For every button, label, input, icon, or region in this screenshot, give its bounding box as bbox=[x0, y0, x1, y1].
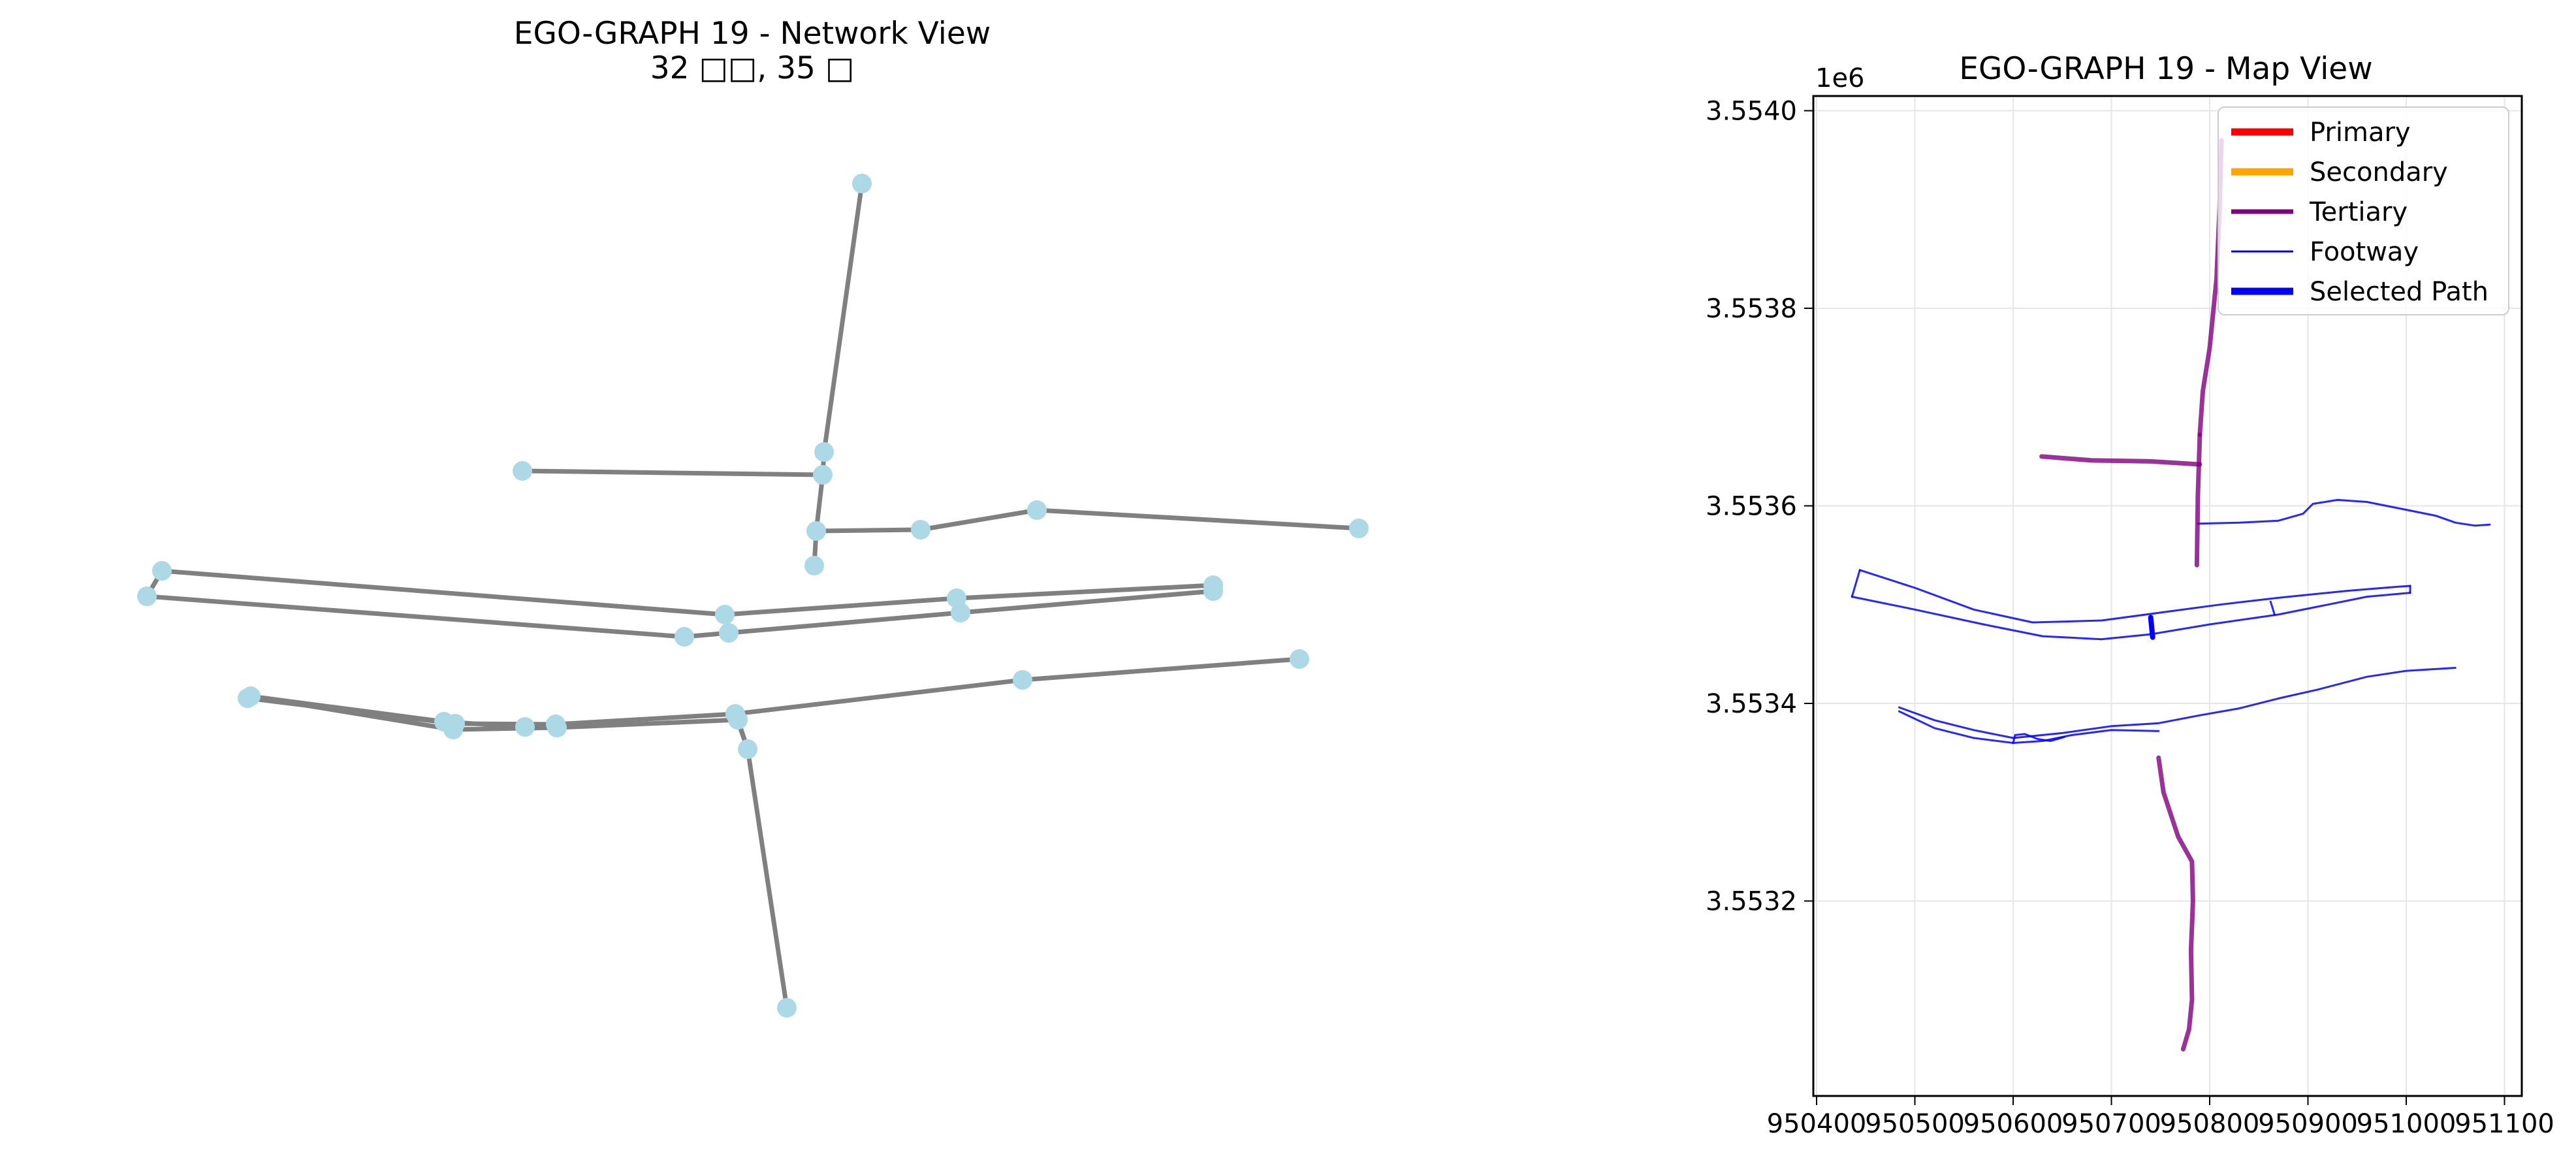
map-lines bbox=[1851, 138, 2491, 1052]
footway-line bbox=[1858, 569, 2411, 624]
x-tick-label: 950600 bbox=[1964, 1109, 2063, 1139]
network-edge bbox=[745, 748, 789, 1008]
legend-label-selected: Selected Path bbox=[2310, 277, 2489, 307]
network-edge bbox=[728, 610, 961, 635]
network-node bbox=[513, 461, 532, 481]
x-tick-label: 950900 bbox=[2258, 1109, 2358, 1139]
legend-label-tertiary: Tertiary bbox=[2309, 197, 2408, 227]
network-edge bbox=[920, 507, 1038, 532]
network-node bbox=[813, 465, 833, 485]
network-edge bbox=[821, 183, 865, 453]
network-node bbox=[1027, 500, 1047, 520]
network-node bbox=[738, 739, 757, 759]
network-panel: EGO-GRAPH 19 - Network View 32 □□, 35 □ bbox=[137, 16, 1369, 1018]
network-node bbox=[238, 688, 257, 708]
tertiary-road bbox=[2156, 755, 2195, 1052]
network-edge bbox=[956, 583, 1214, 601]
network-node bbox=[1013, 670, 1032, 690]
network-node bbox=[1203, 581, 1223, 601]
x-tick-label: 951100 bbox=[2455, 1109, 2554, 1139]
network-edge bbox=[556, 717, 739, 730]
x-tick-label: 950400 bbox=[1767, 1109, 1867, 1139]
network-node bbox=[911, 520, 930, 539]
network-node bbox=[806, 521, 826, 541]
legend-label-secondary: Secondary bbox=[2310, 157, 2448, 187]
y-tick-label: 3.5536 bbox=[1706, 492, 1797, 522]
map-axes-frame bbox=[1812, 95, 2523, 1097]
tertiary-road bbox=[2194, 432, 2202, 568]
network-node bbox=[137, 587, 157, 606]
network-nodes bbox=[137, 174, 1369, 1018]
network-edge bbox=[816, 527, 921, 534]
network-edge bbox=[735, 677, 1023, 716]
network-edge bbox=[960, 588, 1214, 615]
network-node bbox=[443, 720, 463, 739]
footway-line bbox=[1898, 710, 2160, 744]
network-subtitle: 32 □□, 35 □ bbox=[650, 50, 855, 86]
legend-label-primary: Primary bbox=[2310, 118, 2411, 148]
network-title: EGO-GRAPH 19 - Network View bbox=[514, 16, 991, 52]
legend-label-footway: Footway bbox=[2310, 237, 2419, 267]
y-tick-label: 3.5540 bbox=[1706, 97, 1797, 127]
x-tick-label: 950800 bbox=[2160, 1109, 2260, 1139]
map-title: EGO-GRAPH 19 - Map View bbox=[1959, 51, 2372, 87]
network-node bbox=[547, 718, 567, 737]
selected-path bbox=[2148, 615, 2155, 640]
legend-frame bbox=[2218, 106, 2509, 315]
network-edges bbox=[144, 183, 1360, 1008]
y-tick-label: 3.5532 bbox=[1706, 887, 1797, 917]
network-node bbox=[804, 556, 824, 575]
map-grid bbox=[1813, 96, 2522, 1096]
x-tick-label: 951000 bbox=[2357, 1109, 2457, 1139]
y-tick-label: 3.5534 bbox=[1706, 689, 1797, 719]
network-edge bbox=[724, 596, 957, 617]
network-edge bbox=[522, 468, 823, 477]
network-edge bbox=[146, 594, 685, 639]
network-node bbox=[515, 717, 535, 737]
footway-line bbox=[2197, 498, 2491, 527]
footway-line bbox=[2012, 733, 2065, 744]
network-node bbox=[152, 561, 172, 581]
network-node bbox=[852, 174, 872, 193]
network-node bbox=[715, 605, 735, 624]
network-node bbox=[777, 998, 797, 1018]
x-tick-label: 950700 bbox=[2061, 1109, 2161, 1139]
tertiary-road bbox=[2039, 454, 2202, 467]
map-panel: EGO-GRAPH 19 - Map View 9504009505009506… bbox=[1706, 51, 2554, 1139]
network-edge bbox=[250, 694, 454, 732]
footway-line bbox=[2269, 600, 2276, 616]
network-node bbox=[814, 442, 834, 462]
x-tick-label: 950500 bbox=[1865, 1109, 1965, 1139]
network-node bbox=[719, 623, 739, 643]
y-tick-label: 3.5538 bbox=[1706, 294, 1797, 324]
network-edge bbox=[555, 711, 736, 727]
network-edge bbox=[161, 568, 725, 617]
map-y-offset-label: 1e6 bbox=[1815, 63, 1865, 93]
network-node bbox=[675, 627, 694, 647]
network-edge bbox=[453, 725, 558, 732]
network-node bbox=[1290, 649, 1309, 669]
network-node bbox=[951, 603, 970, 622]
footway-line bbox=[1851, 569, 1861, 598]
footway-line bbox=[1898, 667, 2457, 739]
network-edge bbox=[1036, 507, 1360, 531]
map-legend: Primary Secondary Tertiary Footway Selected … bbox=[2218, 106, 2509, 315]
network-node bbox=[728, 710, 748, 730]
network-node bbox=[1349, 519, 1369, 538]
map-ticks: 9504009505009506009507009508009509009510… bbox=[1706, 97, 2554, 1140]
network-edge bbox=[1022, 656, 1300, 683]
